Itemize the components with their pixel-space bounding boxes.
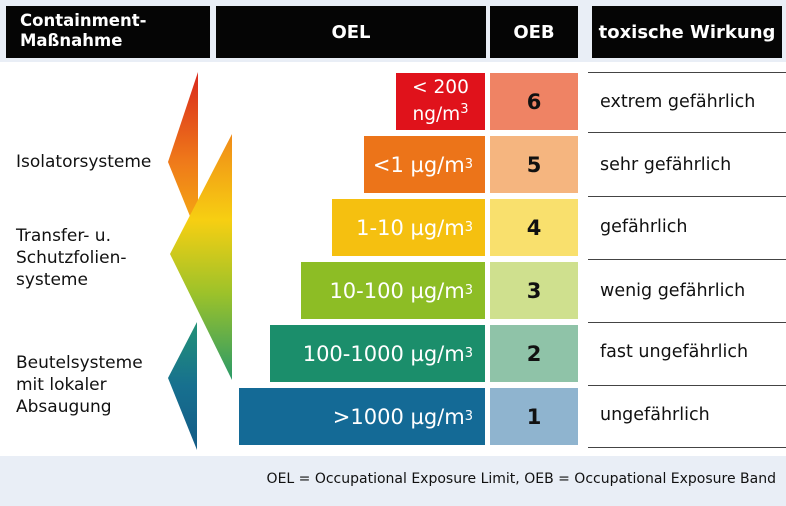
measure-transfer-line2: Schutzfolien- — [16, 248, 127, 268]
measure-transfer-line1: Transfer- u. — [16, 226, 111, 246]
measure-bag-line3: Absaugung — [16, 397, 112, 417]
oel-row-6: < 200 ng/m3 — [396, 73, 485, 130]
effect-4: gefährlich — [600, 216, 688, 237]
separator — [588, 447, 786, 448]
oel-6-bottom: ng/m — [412, 104, 461, 126]
separator — [588, 385, 786, 386]
effect-3: wenig gefährlich — [600, 280, 746, 301]
separator — [588, 132, 786, 133]
effect-1: ungefährlich — [600, 404, 710, 425]
measure-isolator-line: Isolatorsysteme — [16, 152, 152, 172]
oeb-cell-1: 1 — [490, 388, 578, 445]
oeb-cell-2: 2 — [490, 325, 578, 382]
oel-row-4: 1-10 µg/m 3 — [332, 199, 485, 256]
oel-6-sup: 3 — [460, 101, 469, 117]
measure-transfer-line3: systeme — [16, 270, 88, 290]
oel-6-top: < 200 — [412, 76, 469, 98]
header-oel: OEL — [216, 6, 486, 58]
footnote: OEL = Occupational Exposure Limit, OEB =… — [266, 471, 776, 487]
measure-transfer: Transfer- u. Schutzfolien- systeme — [16, 225, 126, 291]
oeb-cell-4: 4 — [490, 199, 578, 256]
separator — [588, 322, 786, 323]
oel-row-3: 10-100 µg/m 3 — [301, 262, 485, 319]
measure-bag-line2: mit lokaler — [16, 375, 107, 395]
oel-row-5: <1 µg/m 3 — [364, 136, 485, 193]
arrow-bag — [168, 322, 197, 450]
measure-bag-line1: Beutelsysteme — [16, 353, 143, 373]
oel-6-bottom-wrap: ng/m3 — [412, 99, 468, 126]
oeb-cell-5: 5 — [490, 136, 578, 193]
header-toxic-effect: toxische Wirkung — [592, 6, 782, 58]
oel-4-label: 1-10 µg/m — [356, 215, 465, 240]
header-oeb: OEB — [490, 6, 578, 58]
oel-2-sup: 3 — [464, 346, 473, 361]
separator — [588, 196, 786, 197]
arrow-transfer — [170, 134, 232, 380]
oel-3-label: 10-100 µg/m — [329, 278, 465, 303]
header-containment: Containment- Maßnahme — [6, 6, 210, 58]
oel-5-label: <1 µg/m — [372, 152, 465, 177]
oel-1-label: >1000 µg/m — [332, 404, 465, 429]
oel-1-sup: 3 — [464, 409, 473, 424]
oel-2-label: 100-1000 µg/m — [302, 341, 465, 366]
oel-row-2: 100-1000 µg/m 3 — [270, 325, 485, 382]
arrow-isolator — [168, 72, 198, 236]
oel-5-sup: 3 — [464, 157, 473, 172]
oel-row-1: >1000 µg/m 3 — [239, 388, 485, 445]
oel-4-sup: 3 — [464, 220, 473, 235]
header-containment-line2: Maßnahme — [20, 31, 123, 50]
effect-6: extrem gefährlich — [600, 91, 756, 112]
effect-5: sehr gefährlich — [600, 154, 732, 175]
oeb-cell-6: 6 — [490, 73, 578, 130]
measure-bag: Beutelsysteme mit lokaler Absaugung — [16, 352, 143, 418]
oeb-cell-3: 3 — [490, 262, 578, 319]
effect-2: fast ungefährlich — [600, 341, 749, 362]
header-containment-line1: Containment- — [20, 11, 147, 30]
measure-isolator: Isolatorsysteme — [16, 151, 151, 173]
separator — [588, 259, 786, 260]
separator — [588, 72, 786, 73]
oel-3-sup: 3 — [464, 283, 473, 298]
